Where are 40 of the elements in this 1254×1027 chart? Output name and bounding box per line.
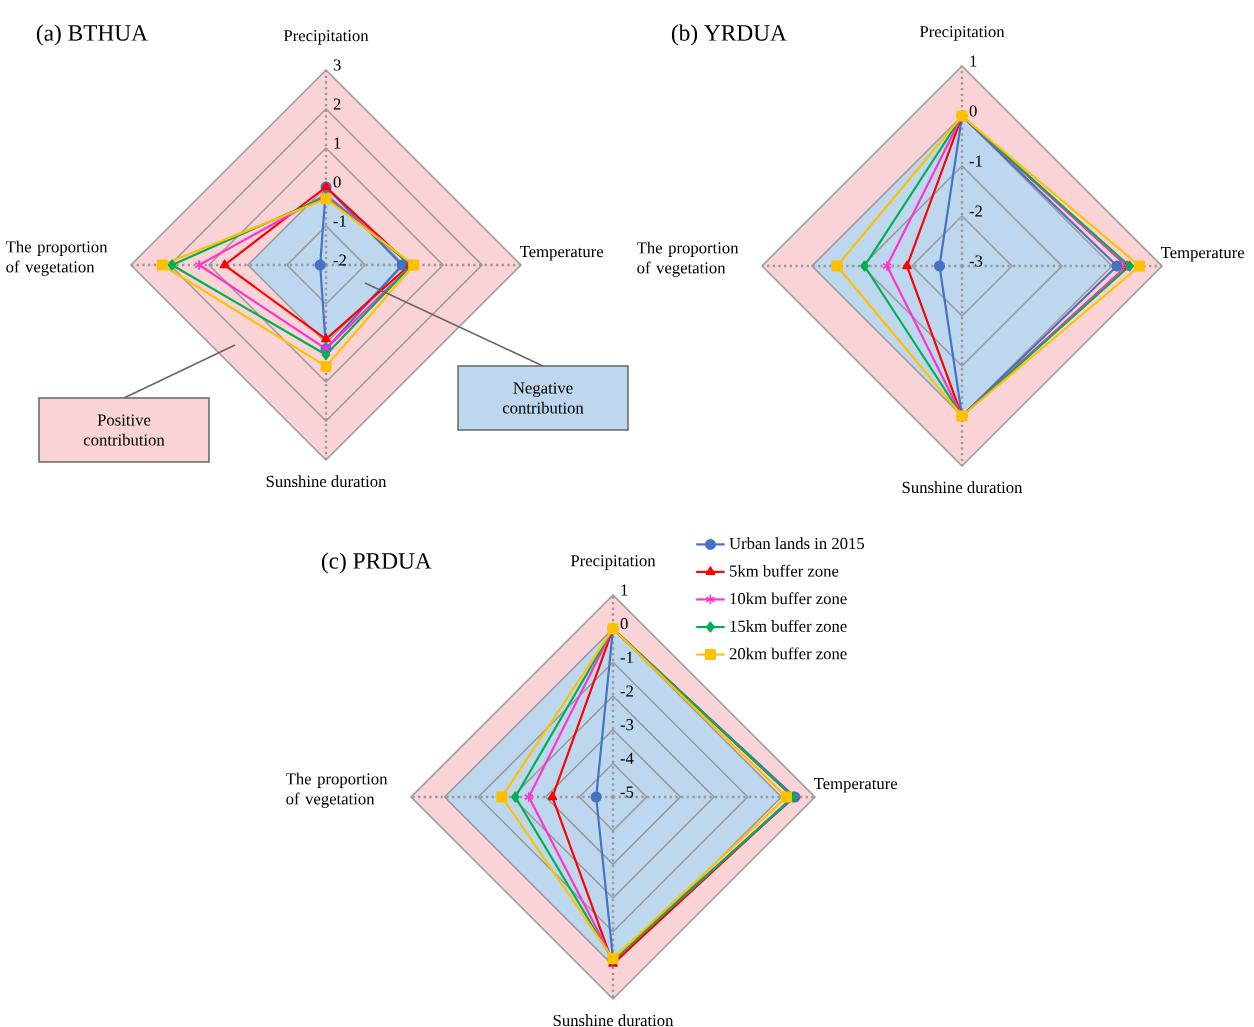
y-tick-label: 1 [621, 584, 628, 596]
spoke-label: Precipitation [283, 30, 369, 45]
y-tick-label: -2 [333, 254, 346, 266]
spoke-label: Sunshine duration [902, 481, 1023, 494]
spoke-label: Sunshine duration [266, 475, 387, 488]
legend-label: Urban lands in 2015 [729, 537, 865, 550]
spoke-label: Precipitation [919, 26, 1005, 41]
y-tick-label: -3 [620, 719, 634, 731]
spoke-label: Sunshine duration [553, 1014, 674, 1027]
y-tick-label: -5 [620, 786, 634, 798]
spoke-label: Temperature [519, 246, 604, 261]
text: (c) PRDUA [321, 552, 432, 574]
y-tick-label: 0 [333, 176, 341, 188]
y-tick-label: 2 [333, 98, 341, 110]
y-tick-label: -4 [620, 752, 634, 764]
legend-label: 5km buffer zone [730, 564, 839, 577]
y-tick-label: -1 [333, 215, 346, 227]
legend-label: 15km buffer zone [730, 619, 847, 632]
text: Negative contribution [502, 382, 584, 414]
chart-title: (b) YRDUA [671, 24, 787, 46]
y-tick-label: -2 [620, 685, 633, 697]
legend-label: 20km buffer zone [729, 647, 847, 660]
spoke-label: Temperature [1160, 247, 1245, 262]
spoke-label: Temperature [813, 778, 898, 793]
spoke-label: The proportion of vegetation [5, 240, 108, 276]
spoke-label: The proportion of vegetation [285, 772, 388, 808]
y-tick-label: 1 [970, 55, 977, 67]
y-tick-label: 0 [620, 618, 628, 630]
y-tick-label: 3 [333, 59, 341, 71]
spoke-label: The proportion of vegetation [636, 241, 739, 277]
y-tick-label: 1 [334, 137, 341, 149]
legend-label: 10km buffer zone [730, 592, 847, 605]
text: Positive contribution [83, 414, 165, 446]
y-tick-label: -2 [969, 205, 982, 217]
y-tick-label: -1 [620, 651, 633, 663]
y-tick-label: -1 [969, 155, 982, 167]
chart-title: (a) BTHUA [36, 24, 148, 46]
y-tick-label: 0 [969, 105, 977, 117]
spoke-label: Precipitation [570, 555, 656, 570]
y-tick-label: -3 [969, 255, 983, 267]
